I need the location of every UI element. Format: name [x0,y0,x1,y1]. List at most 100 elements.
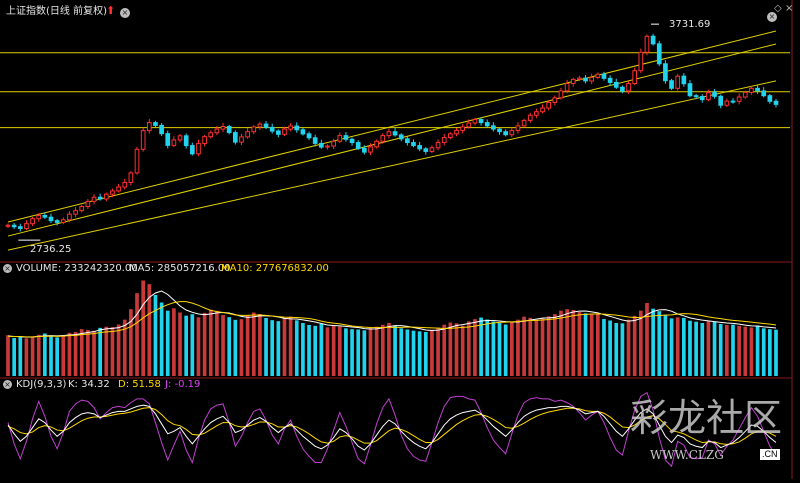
volume-bar [731,324,735,376]
volume-close-icon[interactable]: × [3,264,12,273]
volume-bar [36,334,41,376]
volume-bar [6,335,10,376]
kdj-k-value: K: 34.32 [68,379,110,390]
volume-bar [442,324,447,376]
candle-body [24,223,29,229]
volume-bar [251,312,256,376]
volume-bar [233,319,238,376]
volume-bar [190,314,195,376]
candle-body [448,133,453,139]
candle-body [724,100,730,106]
close-window-icon[interactable]: × [785,3,794,14]
candle-body [620,86,625,92]
volume-bar [417,331,422,376]
candle-body [275,130,281,135]
volume-bar [24,338,29,376]
volume-bar [30,337,35,376]
volume-bar [718,324,723,376]
candle-body [595,73,601,78]
candle-body [454,129,459,135]
volume-bar [485,319,490,376]
diamond-icon[interactable]: ◇ [774,3,782,14]
candle-body [171,139,177,146]
candle-body [103,193,109,200]
kdj-j-value: J: -0.19 [165,379,201,390]
volume-bar [614,323,619,376]
volume-bar [368,328,373,376]
candle-body [675,75,681,89]
candle-body [97,196,103,200]
volume-bar [12,338,16,376]
candle-body [552,97,558,103]
up-arrow-icon: ⬆ [106,4,116,17]
volume-bar [73,332,78,376]
candle-body [60,219,66,223]
candle-body [558,90,564,99]
volume-bar [725,325,729,376]
candle-body [583,77,588,82]
kdj-k-line [7,404,777,451]
volume-bar [694,321,698,376]
candle-body [441,137,447,144]
candle-body [165,133,171,146]
candle-body [515,125,521,132]
candle-body [589,76,595,82]
volume-bar [270,320,275,376]
candle-body [232,132,238,143]
candle-body [466,122,472,128]
candle-body [73,210,78,215]
candle-body [85,200,91,208]
candle-body [257,123,263,128]
volume-bar [141,280,146,376]
candle-body [540,107,545,113]
volume-bar [258,314,262,376]
candle-body [208,132,214,138]
candle-body [177,135,183,141]
volume-bar [497,323,502,376]
candle-body [669,80,674,89]
volume-bar [669,318,674,376]
candle-body [239,136,244,143]
volume-bar [620,323,625,376]
candle-body [116,186,121,192]
candle-body [607,77,613,83]
kdj-close-icon[interactable]: × [3,380,12,389]
volume-bar [215,310,219,376]
candle-body [429,147,435,152]
candle-body [736,96,742,102]
watermark-tld: .CN [760,449,780,460]
volume-bar [92,330,96,376]
volume-bar [399,328,404,376]
candle-body [601,73,607,79]
channel-line [7,80,777,251]
candle-body [189,145,195,155]
volume-bar [700,323,705,376]
candle-body [656,43,662,65]
candle-body [282,128,287,135]
volume-bar [153,295,158,376]
volume-bar [632,315,637,376]
candle-body [122,181,128,188]
candle-body [220,125,226,130]
volume-bar [393,325,397,376]
close-icon[interactable]: × [120,8,130,18]
volume-bar [626,319,631,376]
candle-body [42,214,48,218]
candle-body [312,137,318,144]
candle-body [417,145,422,150]
volume-bar [135,293,139,376]
candle-body [749,87,754,93]
settings-icon[interactable]: × [767,12,777,22]
candle-body [761,90,767,97]
candle-body [472,119,478,124]
volume-bar [319,324,324,376]
volume-bar [552,314,557,376]
candle-body [263,123,269,128]
volume-bar [67,332,72,376]
volume-bar [559,310,563,376]
volume-bar [712,321,717,376]
volume-bar [221,315,225,376]
candle-body [767,95,773,102]
